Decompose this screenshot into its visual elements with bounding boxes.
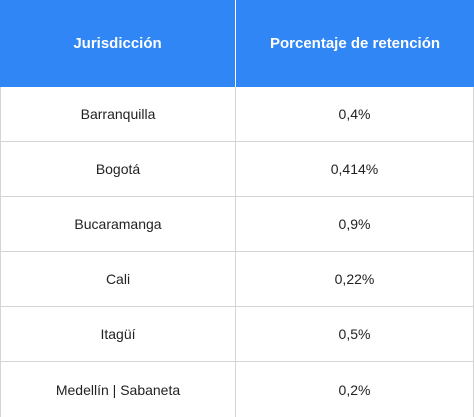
retention-percentage-cell: 0,2%: [236, 362, 474, 417]
jurisdiction-cell: Barranquilla: [0, 87, 236, 141]
table-row: Itagüí 0,5%: [0, 307, 474, 362]
retention-percentage-cell: 0,22%: [236, 252, 474, 306]
header-jurisdiccion: Jurisdicción: [0, 0, 236, 87]
table-header-row: Jurisdicción Porcentaje de retención: [0, 0, 474, 87]
table-row: Medellín | Sabaneta 0,2%: [0, 362, 474, 417]
table-row: Bogotá 0,414%: [0, 142, 474, 197]
table-row: Cali 0,22%: [0, 252, 474, 307]
retention-percentage-cell: 0,414%: [236, 142, 474, 196]
retention-percentage-cell: 0,4%: [236, 87, 474, 141]
table-row: Bucaramanga 0,9%: [0, 197, 474, 252]
table-row: Barranquilla 0,4%: [0, 87, 474, 142]
jurisdiction-cell: Medellín | Sabaneta: [0, 362, 236, 417]
retention-percentage-cell: 0,9%: [236, 197, 474, 251]
jurisdiction-cell: Bogotá: [0, 142, 236, 196]
retention-percentage-cell: 0,5%: [236, 307, 474, 361]
jurisdiction-cell: Cali: [0, 252, 236, 306]
jurisdiction-cell: Itagüí: [0, 307, 236, 361]
jurisdiction-cell: Bucaramanga: [0, 197, 236, 251]
header-porcentaje-retencion: Porcentaje de retención: [269, 35, 441, 52]
